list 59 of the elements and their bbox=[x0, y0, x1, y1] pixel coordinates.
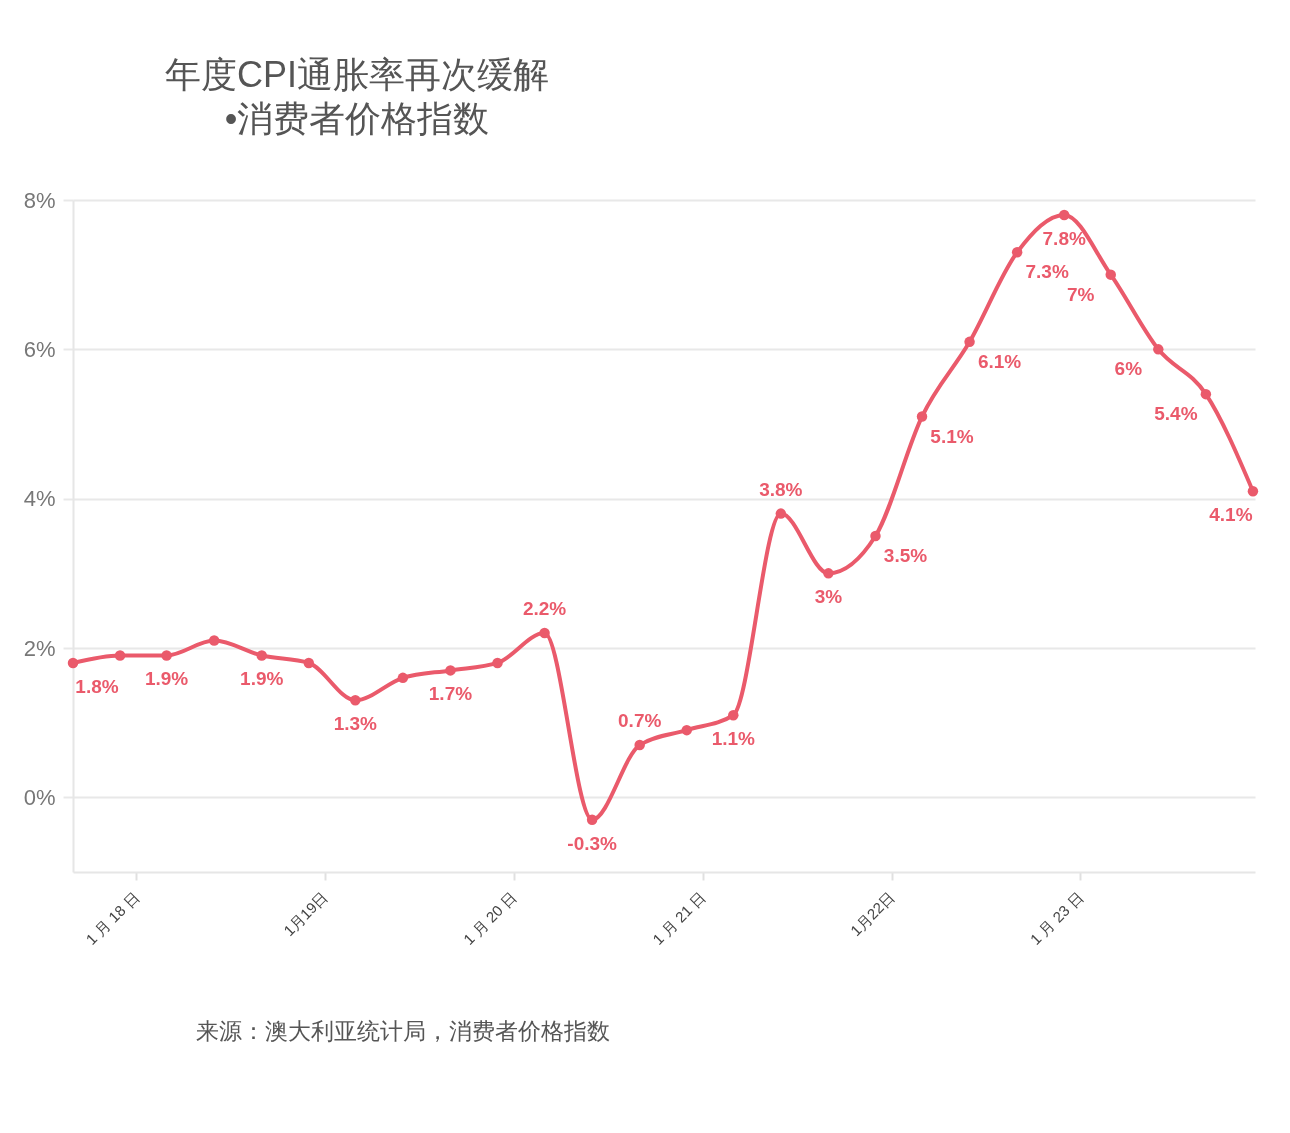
y-tick-label: 6% bbox=[23, 336, 56, 362]
data-label: 5.4% bbox=[1154, 403, 1198, 425]
data-label: 1.1% bbox=[711, 728, 756, 750]
point bbox=[492, 657, 503, 669]
y-tick-label: 0% bbox=[23, 784, 56, 810]
point bbox=[256, 650, 267, 661]
point bbox=[208, 635, 220, 646]
data-label: 5.1% bbox=[930, 425, 974, 447]
data-label: 1.7% bbox=[428, 683, 473, 705]
source-note: 来源：澳大利亚统计局，消费者价格指数 bbox=[196, 1018, 610, 1044]
point bbox=[1058, 209, 1070, 221]
x-tick-label: 1 月 21 日 bbox=[649, 888, 709, 948]
data-label: 6% bbox=[1114, 358, 1143, 380]
x-tick-label: 1 月 18 日 bbox=[82, 888, 143, 948]
data-label: 1.9% bbox=[240, 668, 284, 690]
point bbox=[67, 657, 79, 669]
y-tick-label: 8% bbox=[23, 187, 56, 213]
point bbox=[870, 530, 881, 542]
point bbox=[964, 336, 975, 348]
point bbox=[1200, 388, 1212, 400]
point bbox=[114, 650, 126, 661]
data-label: 7.8% bbox=[1042, 227, 1086, 249]
x-tick-label: 1月19日 bbox=[280, 888, 331, 940]
x-tick-label: 1月22日 bbox=[846, 888, 898, 940]
point bbox=[539, 627, 550, 639]
point bbox=[1247, 485, 1259, 497]
point bbox=[1153, 344, 1164, 355]
chart-title: 年度CPI通胀率再次缓解 •消费者价格指数 bbox=[164, 54, 550, 139]
data-label: 6.1% bbox=[977, 350, 1022, 372]
x-tick-label: 1 月 20 日 bbox=[459, 888, 520, 948]
point bbox=[1011, 247, 1023, 258]
point bbox=[728, 709, 739, 721]
data-label: 7% bbox=[1067, 283, 1095, 305]
point bbox=[445, 665, 456, 676]
data-label: 3.8% bbox=[759, 478, 803, 500]
point bbox=[303, 657, 315, 669]
data-label: 2.2% bbox=[522, 598, 567, 620]
data-label: 3.5% bbox=[883, 545, 928, 566]
point bbox=[397, 672, 409, 684]
point bbox=[161, 650, 172, 661]
point bbox=[681, 724, 692, 736]
point bbox=[1105, 269, 1116, 280]
data-label: 3% bbox=[814, 586, 843, 608]
data-label: 7.3% bbox=[1025, 261, 1069, 283]
point bbox=[823, 568, 834, 579]
point bbox=[916, 411, 928, 422]
y-tick-label: 2% bbox=[23, 635, 56, 661]
x-tick-label: 1 月 23 日 bbox=[1026, 888, 1087, 948]
point bbox=[634, 739, 645, 751]
y-tick-label: 4% bbox=[23, 486, 56, 512]
data-label: 1.9% bbox=[144, 668, 189, 690]
data-label: -0.3% bbox=[567, 832, 618, 854]
point bbox=[775, 508, 787, 519]
data-label: 4.1% bbox=[1209, 504, 1253, 526]
data-label: 1.8% bbox=[75, 675, 119, 697]
point bbox=[586, 814, 598, 825]
point bbox=[350, 695, 361, 706]
data-label: 1.3% bbox=[333, 713, 378, 735]
data-label: 0.7% bbox=[618, 710, 662, 732]
